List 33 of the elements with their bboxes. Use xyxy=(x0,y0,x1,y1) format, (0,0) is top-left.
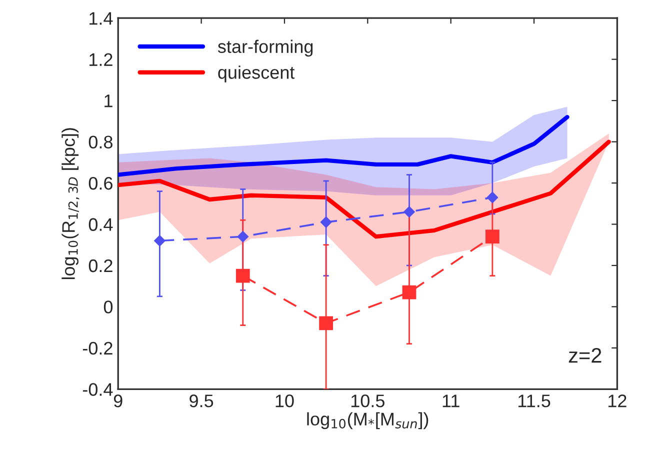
y-tick-label: 0.2 xyxy=(88,259,112,272)
y-tick-label: 0.4 xyxy=(88,218,113,231)
x-tick-label: 10.5 xyxy=(351,394,384,408)
y-tick-label: -0.2 xyxy=(82,342,112,355)
y-tick-label: 1.2 xyxy=(90,53,112,66)
point xyxy=(154,235,166,246)
y-tick-label: -0.4 xyxy=(82,383,113,396)
x-tick-label: 10 xyxy=(276,394,294,408)
x-tick-label: 11 xyxy=(442,394,460,408)
point xyxy=(237,231,248,242)
x-tick-label: 9.5 xyxy=(190,394,214,408)
y-axis-title: log$_{10}$(R$_{1/2,3D}$ [kpc]) xyxy=(62,128,80,280)
point xyxy=(486,192,498,204)
x-tick-label: 9 xyxy=(114,394,122,408)
x-axis-title: log$_{10}$(M$_{*}$[M$_{sun}$]) xyxy=(307,412,428,430)
y-tick-label: 0.6 xyxy=(88,176,112,190)
y-tick-label: 1.4 xyxy=(90,12,113,25)
y-tick-label: 0 xyxy=(104,300,113,314)
point xyxy=(320,216,332,228)
x-tick-label: 11.5 xyxy=(518,394,550,408)
point xyxy=(404,206,415,218)
y-tick-label: 0.8 xyxy=(88,136,112,148)
legend-label: quiescent xyxy=(218,66,295,82)
x-tick-label: 12 xyxy=(608,394,626,408)
y-tick-label: 1 xyxy=(104,94,112,108)
line-series xyxy=(118,114,570,177)
point xyxy=(485,230,500,244)
line-series xyxy=(118,140,611,239)
point xyxy=(319,316,334,330)
point xyxy=(236,268,250,283)
point xyxy=(402,285,416,300)
annotation: z=2 xyxy=(568,348,602,363)
legend-label: star-forming xyxy=(218,40,313,57)
